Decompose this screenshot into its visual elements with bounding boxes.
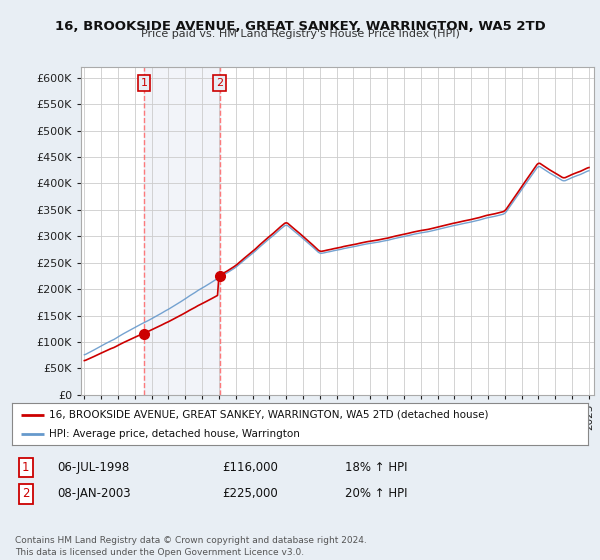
Text: 08-JAN-2003: 08-JAN-2003 [57,487,131,501]
Text: Price paid vs. HM Land Registry's House Price Index (HPI): Price paid vs. HM Land Registry's House … [140,29,460,39]
Text: £116,000: £116,000 [222,461,278,474]
Text: 18% ↑ HPI: 18% ↑ HPI [345,461,407,474]
Text: 20% ↑ HPI: 20% ↑ HPI [345,487,407,501]
Text: 2: 2 [216,78,223,88]
Text: £225,000: £225,000 [222,487,278,501]
Text: 2: 2 [22,487,29,501]
Text: Contains HM Land Registry data © Crown copyright and database right 2024.
This d: Contains HM Land Registry data © Crown c… [15,536,367,557]
Text: 16, BROOKSIDE AVENUE, GREAT SANKEY, WARRINGTON, WA5 2TD (detached house): 16, BROOKSIDE AVENUE, GREAT SANKEY, WARR… [49,409,489,419]
Bar [144,67,220,395]
Text: 1: 1 [140,78,148,88]
Text: 06-JUL-1998: 06-JUL-1998 [57,461,129,474]
Text: 1: 1 [22,461,29,474]
Text: HPI: Average price, detached house, Warrington: HPI: Average price, detached house, Warr… [49,429,301,439]
Text: 16, BROOKSIDE AVENUE, GREAT SANKEY, WARRINGTON, WA5 2TD: 16, BROOKSIDE AVENUE, GREAT SANKEY, WARR… [55,20,545,32]
